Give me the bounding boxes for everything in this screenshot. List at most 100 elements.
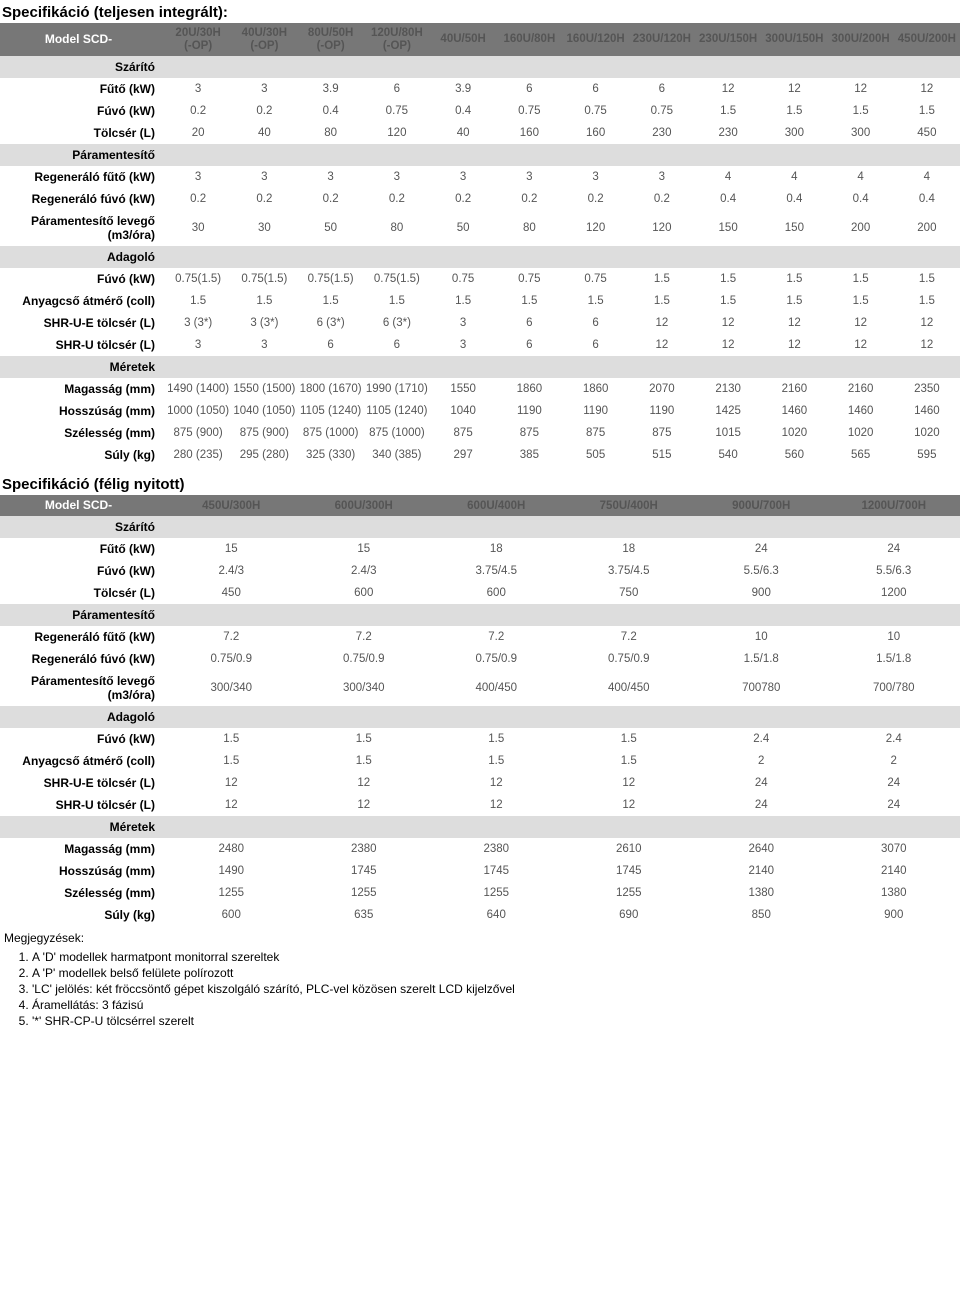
data-cell: 385 bbox=[496, 444, 562, 466]
data-cell: 24 bbox=[828, 772, 960, 794]
data-cell: 300 bbox=[828, 122, 894, 144]
data-cell: 6 (3*) bbox=[364, 312, 430, 334]
data-cell: 0.2 bbox=[629, 188, 695, 210]
data-cell: 0.75 bbox=[563, 100, 629, 122]
data-cell: 0.75(1.5) bbox=[364, 268, 430, 290]
model-header-row: Model SCD-450U/300H600U/300H600U/400H750… bbox=[0, 495, 960, 516]
data-cell: 0.2 bbox=[165, 188, 231, 210]
data-cell: 200 bbox=[828, 210, 894, 246]
data-cell: 560 bbox=[761, 444, 827, 466]
data-cell: 7.2 bbox=[165, 626, 298, 648]
data-cell: 80 bbox=[364, 210, 430, 246]
data-cell: 24 bbox=[828, 794, 960, 816]
data-cell: 2610 bbox=[563, 838, 696, 860]
data-cell: 2160 bbox=[828, 378, 894, 400]
note-item: Áramellátás: 3 fázisú bbox=[32, 997, 956, 1013]
data-cell: 3 bbox=[496, 166, 562, 188]
data-cell: 1105 (1240) bbox=[298, 400, 364, 422]
data-cell: 12 bbox=[430, 772, 563, 794]
data-cell: 600 bbox=[298, 582, 431, 604]
data-cell: 1380 bbox=[695, 882, 828, 904]
section-spacer bbox=[165, 706, 960, 728]
data-cell: 80 bbox=[298, 122, 364, 144]
model-col-header: 900U/700H bbox=[695, 495, 828, 516]
data-cell: 50 bbox=[298, 210, 364, 246]
data-cell: 12 bbox=[828, 78, 894, 100]
row-label: Regeneráló fűtő (kW) bbox=[0, 166, 165, 188]
data-cell: 640 bbox=[430, 904, 563, 926]
row-label: Regeneráló fűtő (kW) bbox=[0, 626, 165, 648]
data-cell: 0.4 bbox=[298, 100, 364, 122]
data-cell: 0.4 bbox=[894, 188, 960, 210]
data-cell: 3 (3*) bbox=[165, 312, 231, 334]
data-cell: 0.75(1.5) bbox=[165, 268, 231, 290]
data-cell: 24 bbox=[695, 538, 828, 560]
data-row: Hosszúság (mm)1000 (1050)1040 (1050)1105… bbox=[0, 400, 960, 422]
table2: Model SCD-450U/300H600U/300H600U/400H750… bbox=[0, 495, 960, 926]
data-cell: 0.4 bbox=[828, 188, 894, 210]
section-label: Páramentesítő bbox=[0, 144, 165, 166]
data-cell: 20 bbox=[165, 122, 231, 144]
row-label: Páramentesítő levegő (m3/óra) bbox=[0, 670, 165, 706]
data-cell: 6 bbox=[298, 334, 364, 356]
data-cell: 0.4 bbox=[761, 188, 827, 210]
data-cell: 1020 bbox=[761, 422, 827, 444]
section-spacer bbox=[165, 816, 960, 838]
data-cell: 1.5/1.8 bbox=[828, 648, 960, 670]
data-cell: 18 bbox=[430, 538, 563, 560]
row-label: Tölcsér (L) bbox=[0, 122, 165, 144]
data-cell: 7.2 bbox=[298, 626, 431, 648]
data-cell: 15 bbox=[165, 538, 298, 560]
data-cell: 12 bbox=[165, 794, 298, 816]
row-label: Fűtő (kW) bbox=[0, 538, 165, 560]
data-cell: 1490 (1400) bbox=[165, 378, 231, 400]
data-cell: 230 bbox=[629, 122, 695, 144]
row-label: Fúvó (kW) bbox=[0, 728, 165, 750]
data-cell: 1990 (1710) bbox=[364, 378, 430, 400]
data-cell: 1.5 bbox=[496, 290, 562, 312]
table2-title: Specifikáció (félig nyitott) bbox=[0, 472, 960, 495]
data-cell: 3 bbox=[165, 166, 231, 188]
data-cell: 0.2 bbox=[231, 188, 297, 210]
model-label: Model SCD- bbox=[0, 23, 165, 56]
data-cell: 120 bbox=[629, 210, 695, 246]
data-cell: 12 bbox=[298, 772, 431, 794]
data-cell: 1.5 bbox=[364, 290, 430, 312]
row-label: Fúvó (kW) bbox=[0, 268, 165, 290]
data-cell: 4 bbox=[828, 166, 894, 188]
data-cell: 2350 bbox=[894, 378, 960, 400]
data-row: SHR-U tölcsér (L)121212122424 bbox=[0, 794, 960, 816]
data-row: Anyagcső átmérő (coll)1.51.51.51.51.51.5… bbox=[0, 290, 960, 312]
data-cell: 1.5 bbox=[828, 290, 894, 312]
data-cell: 1.5 bbox=[695, 290, 761, 312]
model-col-header: 40U/30H (-OP) bbox=[231, 23, 297, 56]
data-cell: 3070 bbox=[828, 838, 960, 860]
data-cell: 1380 bbox=[828, 882, 960, 904]
data-cell: 1550 (1500) bbox=[231, 378, 297, 400]
data-cell: 2.4/3 bbox=[165, 560, 298, 582]
data-cell: 1.5 bbox=[165, 750, 298, 772]
data-row: SHR-U tölcsér (L)33663661212121212 bbox=[0, 334, 960, 356]
data-cell: 12 bbox=[629, 312, 695, 334]
model-col-header: 300U/150H bbox=[761, 23, 827, 56]
data-cell: 230 bbox=[695, 122, 761, 144]
data-cell: 1.5 bbox=[165, 728, 298, 750]
data-cell: 900 bbox=[695, 582, 828, 604]
data-cell: 3 bbox=[364, 166, 430, 188]
data-cell: 1.5 bbox=[165, 290, 231, 312]
model-col-header: 1200U/700H bbox=[828, 495, 960, 516]
data-cell: 300/340 bbox=[298, 670, 431, 706]
notes-title: Megjegyzések: bbox=[4, 931, 84, 945]
notes: Megjegyzések: A 'D' modellek harmatpont … bbox=[0, 926, 960, 1037]
data-cell: 3 bbox=[165, 78, 231, 100]
data-cell: 4 bbox=[894, 166, 960, 188]
data-cell: 12 bbox=[828, 312, 894, 334]
data-cell: 0.2 bbox=[563, 188, 629, 210]
data-cell: 1.5 bbox=[563, 290, 629, 312]
data-cell: 875 (1000) bbox=[364, 422, 430, 444]
data-cell: 595 bbox=[894, 444, 960, 466]
data-cell: 700780 bbox=[695, 670, 828, 706]
data-cell: 7.2 bbox=[563, 626, 696, 648]
table1: Model SCD-20U/30H (-OP)40U/30H (-OP)80U/… bbox=[0, 23, 960, 466]
row-label: Fúvó (kW) bbox=[0, 100, 165, 122]
